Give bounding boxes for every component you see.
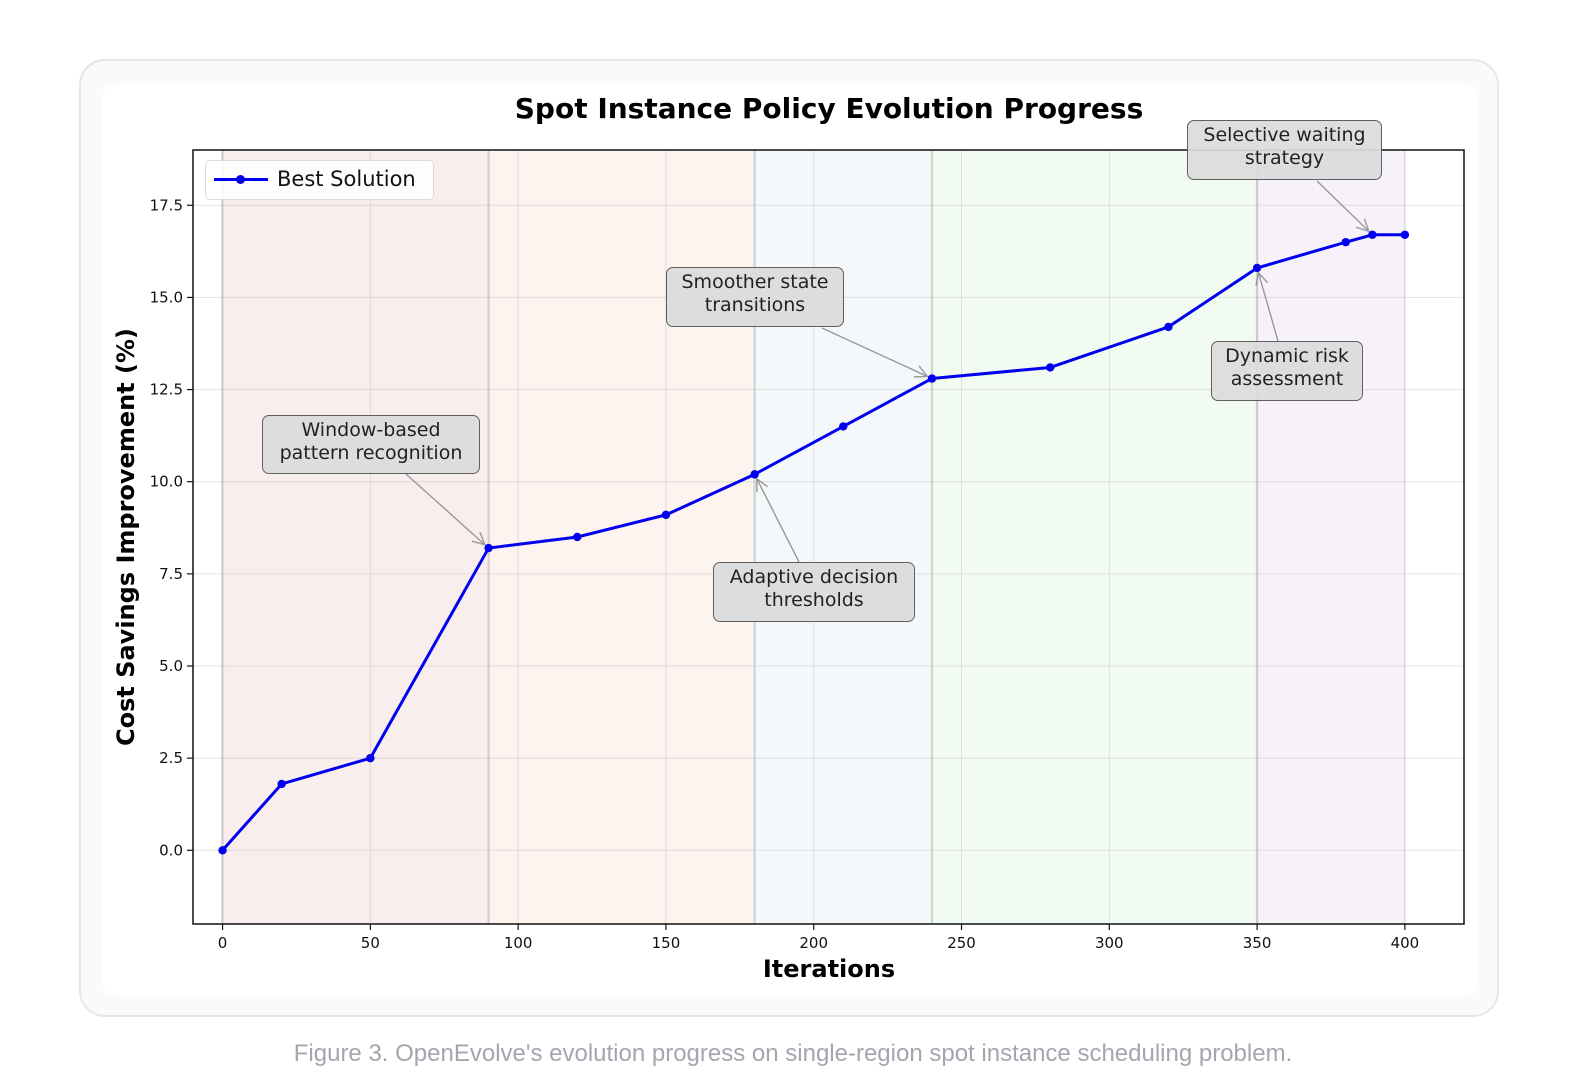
annotation-arrowhead (913, 365, 929, 378)
y-axis-label: Cost Savings Improvement (%) (112, 328, 140, 746)
data-point (218, 846, 227, 855)
x-tick-label: 250 (947, 934, 976, 952)
y-tick-label: 2.5 (159, 749, 183, 767)
data-point (1252, 263, 1262, 273)
y-tick-label: 12.5 (150, 381, 183, 399)
annotation-box: Adaptive decision thresholds (713, 562, 915, 622)
annotation-arrowhead (1255, 271, 1269, 287)
data-point (1368, 230, 1377, 239)
data-point (277, 779, 286, 789)
legend-marker-swatch (236, 175, 245, 184)
data-point (1400, 230, 1410, 239)
x-tick-label: 0 (218, 934, 228, 952)
phase-band-5 (1257, 150, 1405, 924)
x-tick-label: 300 (1095, 934, 1124, 952)
x-tick-label: 350 (1243, 934, 1272, 952)
data-point (1341, 237, 1350, 247)
y-tick-label: 0.0 (159, 841, 183, 859)
y-tick-label: 10.0 (150, 473, 183, 491)
phase-band-4 (931, 150, 1258, 924)
x-tick-label: 200 (799, 934, 828, 952)
y-axis-ticks: 0.0 2.5 5.0 7.5 10.0 12.5 15.0 17.5 (150, 196, 193, 859)
series-best-solution (218, 230, 1410, 855)
data-point (484, 543, 493, 553)
y-tick-label: 15.0 (150, 288, 183, 306)
annotation-arrowhead (756, 477, 769, 493)
legend-label: Best Solution (277, 167, 416, 191)
data-point (927, 374, 937, 383)
annotation-arrows (405, 180, 1370, 563)
data-point (661, 510, 671, 520)
data-point (839, 422, 848, 431)
data-point (573, 532, 582, 542)
annotation-arrow (1257, 272, 1279, 342)
x-tick-label: 100 (504, 934, 533, 952)
phase-band-1 (222, 150, 489, 924)
annotation-box: Selective waiting strategy (1187, 120, 1382, 180)
annotation-box: Dynamic risk assessment (1211, 341, 1363, 401)
plot-frame (192, 149, 1465, 925)
legend: Best Solution (205, 160, 434, 200)
annotation-arrow (405, 473, 486, 546)
annotation-box: Window-based pattern recognition (262, 415, 480, 474)
annotation-arrowhead (471, 531, 487, 546)
data-point (1164, 322, 1173, 332)
data-point (1045, 363, 1055, 372)
y-tick-label: 17.5 (150, 196, 183, 214)
data-point (366, 753, 375, 763)
annotation-arrow (821, 327, 928, 378)
x-axis-label: Iterations (763, 955, 895, 983)
figure-caption: Figure 3. OpenEvolve's evolution progres… (293, 1040, 1293, 1067)
annotation-arrowhead (1355, 218, 1370, 233)
x-tick-label: 400 (1391, 934, 1420, 952)
data-point (750, 470, 759, 479)
annotation-arrow (756, 478, 800, 563)
x-tick-label: 150 (652, 934, 681, 952)
y-tick-label: 7.5 (159, 565, 183, 583)
x-tick-label: 50 (361, 934, 380, 952)
x-axis-ticks: 0 50 100 150 200 250 300 350 400 (218, 924, 1419, 952)
annotation-box: Smoother state transitions (666, 267, 844, 327)
annotation-arrow (1316, 180, 1370, 232)
y-tick-label: 5.0 (159, 657, 183, 675)
chart-title: Spot Instance Policy Evolution Progress (515, 92, 1143, 125)
